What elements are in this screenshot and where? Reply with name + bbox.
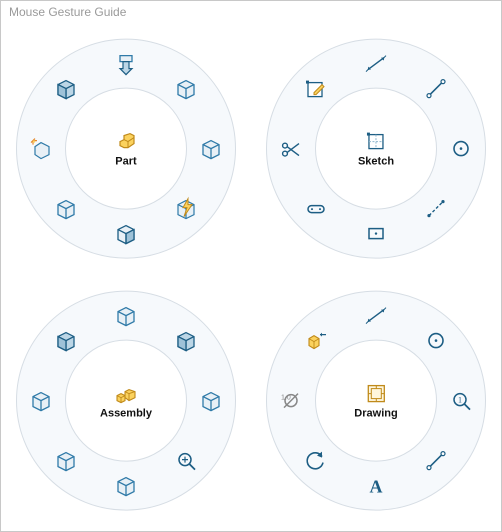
zoom-fit-icon[interactable]: [173, 448, 199, 474]
cube-wire-icon[interactable]: [53, 448, 79, 474]
wheel-drawing: Drawing: [251, 279, 501, 531]
slot-tool-icon[interactable]: [303, 196, 329, 222]
rotate-ccw-icon[interactable]: [303, 448, 329, 474]
wheel-label: Part: [115, 156, 136, 168]
rebuild-lightning-icon[interactable]: [173, 196, 199, 222]
sketch-grid-icon: [364, 130, 388, 154]
wheel-assembly: Assembly: [1, 279, 251, 531]
diameter-symbol-icon[interactable]: [278, 388, 304, 414]
cube-face-swap-icon[interactable]: [113, 221, 139, 247]
assembly-block-icon: [114, 382, 138, 406]
exit-sketch-pencil-icon[interactable]: [303, 76, 329, 102]
circle-tool-icon[interactable]: [448, 136, 474, 162]
cube-wire-icon[interactable]: [53, 196, 79, 222]
smart-dimension-icon[interactable]: [363, 51, 389, 77]
wheel-part: Part: [1, 27, 251, 279]
cube-wire-icon[interactable]: [28, 388, 54, 414]
wheel-center: Sketch: [358, 130, 394, 168]
edit-sketch-spark-icon[interactable]: [28, 136, 54, 162]
cube-solid-icon[interactable]: [53, 76, 79, 102]
note-annotation-icon[interactable]: [363, 473, 389, 499]
wheel-center: Drawing: [354, 382, 397, 420]
cube-wire-icon[interactable]: [198, 136, 224, 162]
extrude-down-icon[interactable]: [113, 51, 139, 77]
cube-wire-icon[interactable]: [113, 473, 139, 499]
wheel-label: Assembly: [100, 408, 152, 420]
dialog-title: Mouse Gesture Guide: [9, 5, 126, 19]
circle-tool-icon[interactable]: [423, 328, 449, 354]
trim-scissors-icon[interactable]: [278, 136, 304, 162]
zoom-area-icon[interactable]: [448, 388, 474, 414]
wheel-grid: Part Sketch: [1, 27, 501, 531]
line-diag-icon[interactable]: [423, 448, 449, 474]
mouse-gesture-guide-window: Mouse Gesture Guide Part: [0, 0, 502, 532]
wheel-label: Sketch: [358, 156, 394, 168]
part-feature-icon: [114, 130, 138, 154]
wheel-center: Part: [114, 130, 138, 168]
line-diag-icon[interactable]: [423, 76, 449, 102]
cube-solid-icon[interactable]: [53, 328, 79, 354]
rectangle-center-icon[interactable]: [363, 221, 389, 247]
model-items-icon[interactable]: [303, 328, 329, 354]
cube-wire-icon[interactable]: [113, 303, 139, 329]
wheel-label: Drawing: [354, 408, 397, 420]
drawing-sheet-icon: [364, 382, 388, 406]
cube-wire-icon[interactable]: [198, 388, 224, 414]
cube-solid-icon[interactable]: [173, 328, 199, 354]
cube-wire-icon[interactable]: [173, 76, 199, 102]
wheel-center: Assembly: [100, 382, 152, 420]
construction-line-icon[interactable]: [423, 196, 449, 222]
wheel-sketch: Sketch: [251, 27, 501, 279]
smart-dimension-icon[interactable]: [363, 303, 389, 329]
